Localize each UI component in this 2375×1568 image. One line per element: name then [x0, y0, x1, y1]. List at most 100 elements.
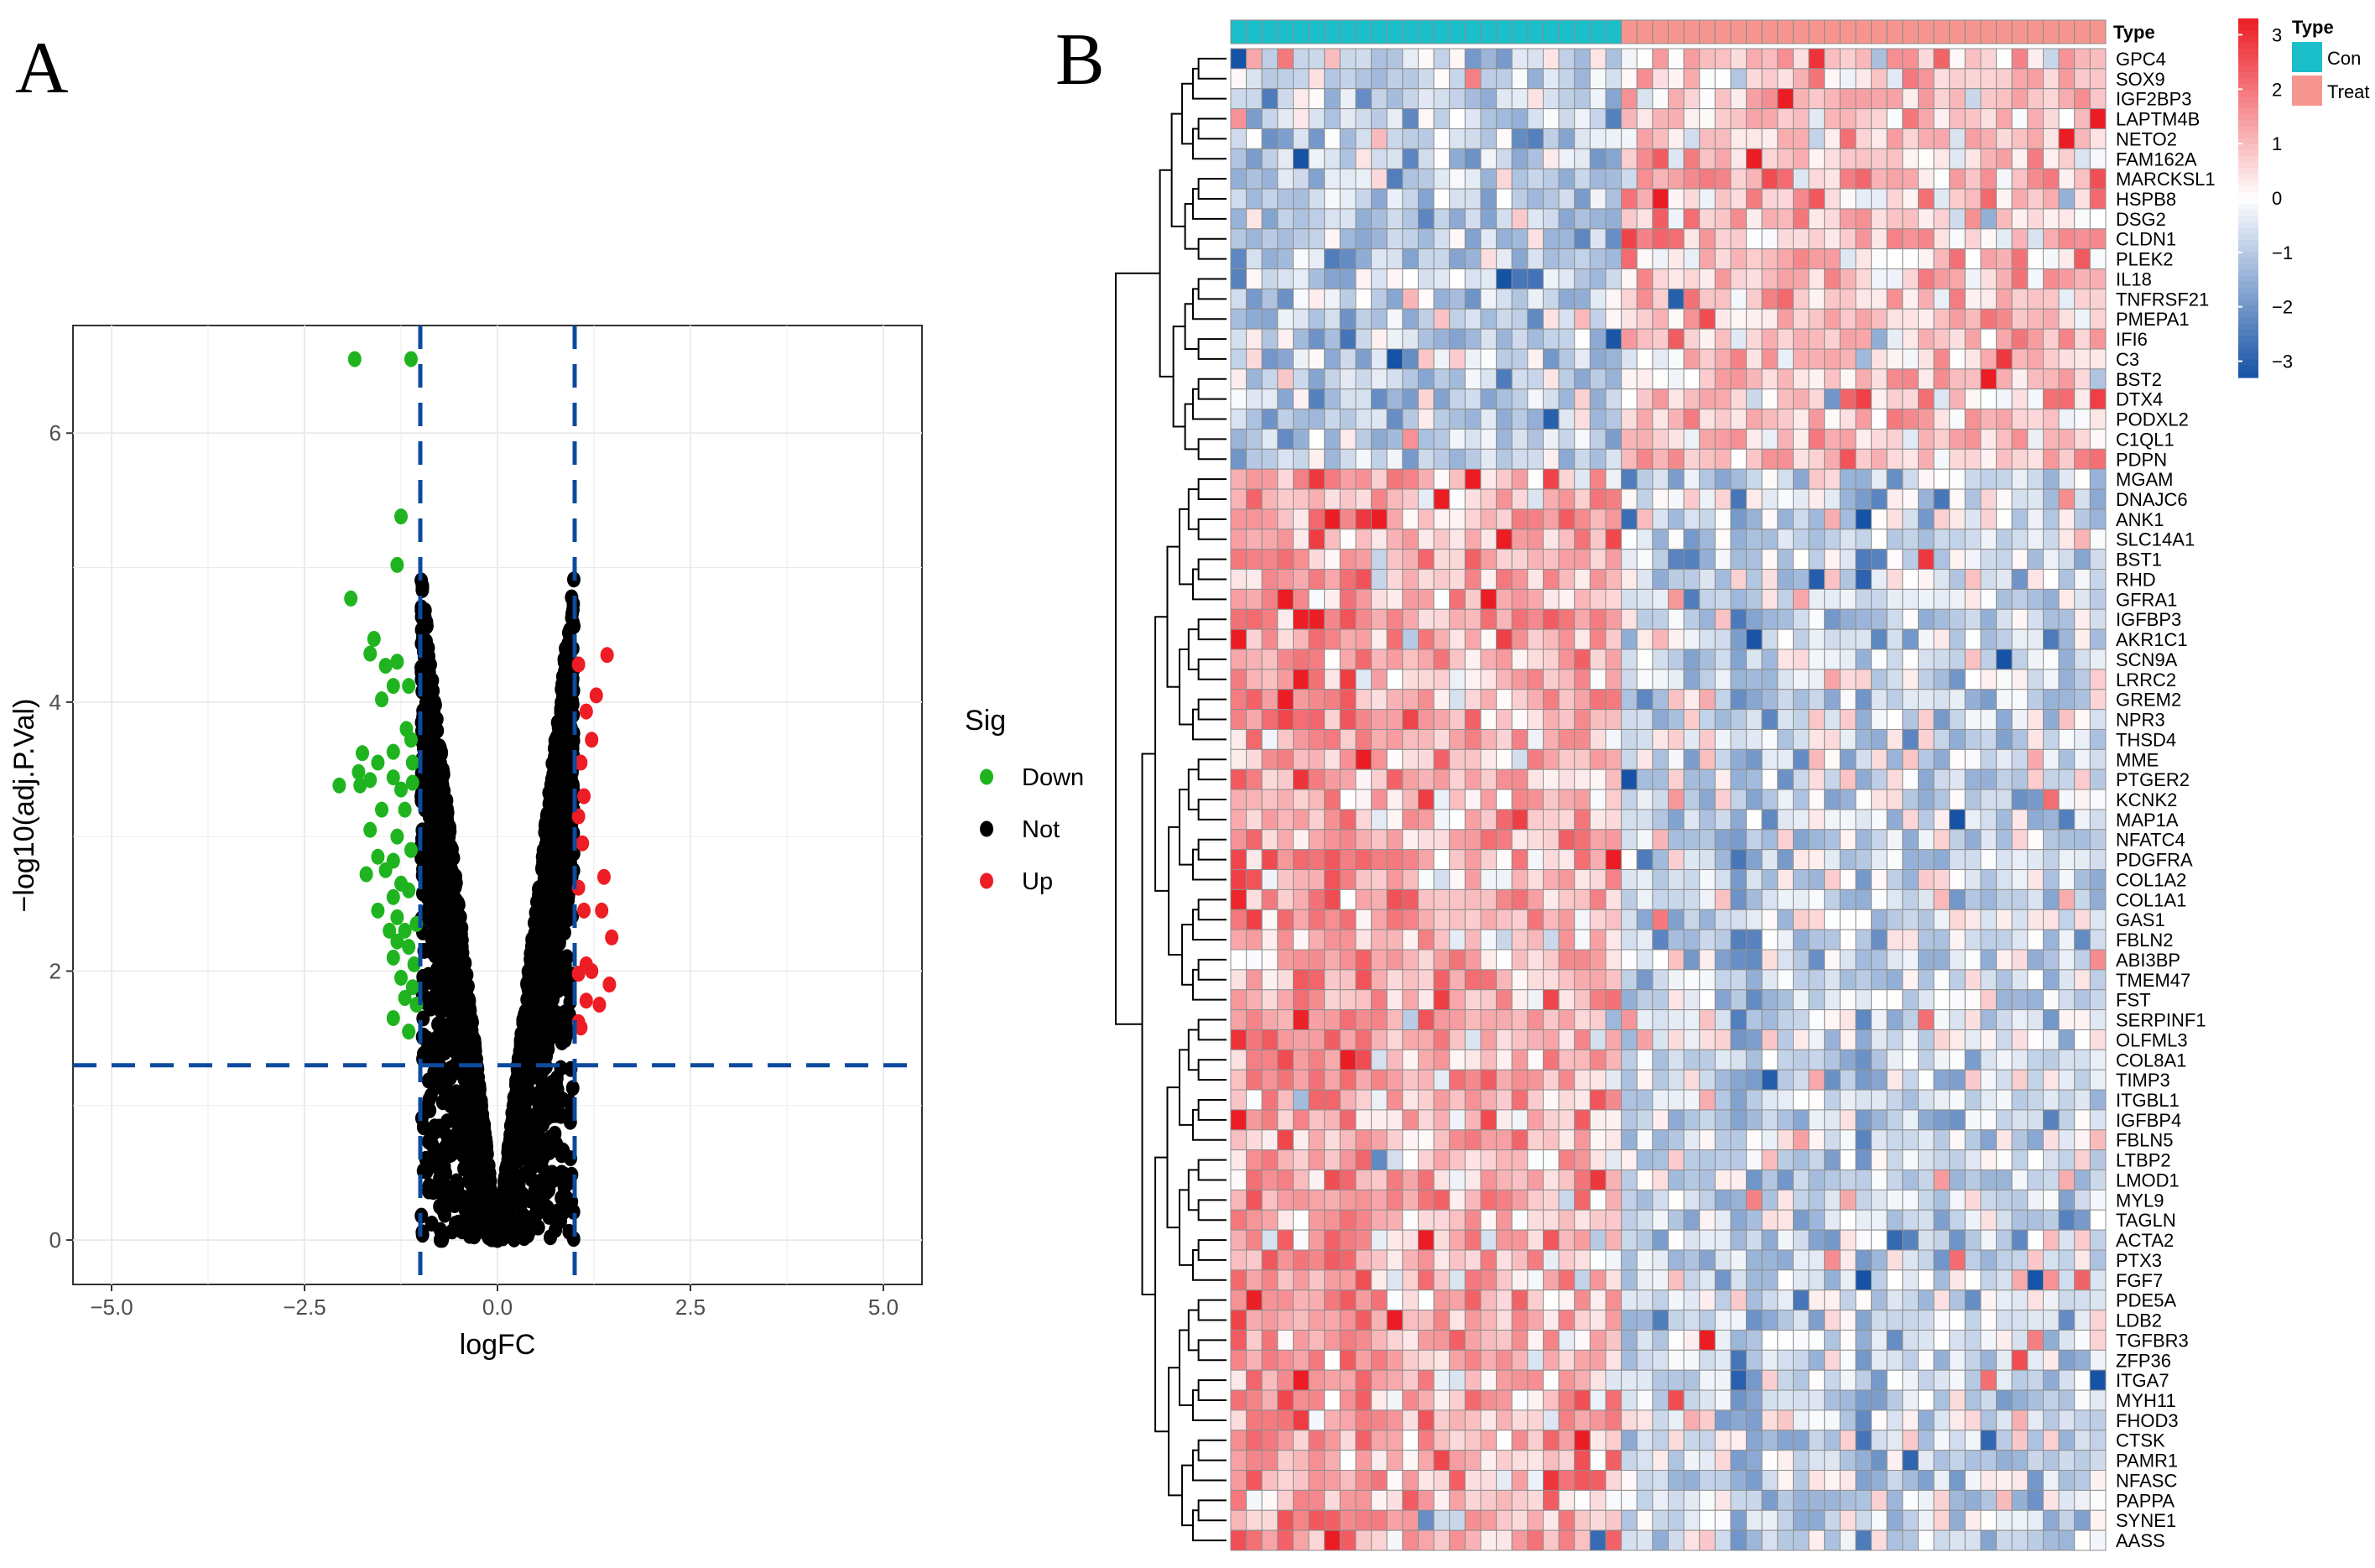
heatmap-cell: [1621, 529, 1638, 550]
heatmap-cell: [1714, 168, 1732, 190]
heatmap-cell: [2043, 588, 2060, 610]
heatmap-cell: [1933, 748, 1951, 770]
point-not: [422, 847, 436, 864]
heatmap-cell: [2058, 148, 2076, 169]
heatmap-cell: [1371, 168, 1388, 190]
heatmap-cell: [1355, 68, 1372, 90]
heatmap-cell: [1339, 549, 1357, 570]
heatmap-cell: [1824, 628, 1841, 650]
heatmap-cell: [2027, 288, 2044, 310]
heatmap-cell: [1558, 368, 1576, 390]
heatmap-cell: [1308, 188, 1326, 210]
point-not: [455, 1223, 469, 1240]
heatmap-cell: [1996, 669, 2013, 690]
heatmap-cell: [1386, 549, 1404, 570]
heatmap-cell: [1464, 328, 1482, 350]
dendrogram-branch: [1187, 768, 1199, 810]
heatmap-cell: [1449, 628, 1466, 650]
heatmap-cell: [1980, 549, 1997, 570]
heatmap-cell: [1668, 88, 1685, 110]
point-not: [555, 669, 570, 685]
heatmap-cell: [1933, 669, 1951, 690]
heatmap-cell: [1464, 228, 1482, 250]
heatmap-cell: [1933, 148, 1951, 169]
heatmap-cell: [1730, 709, 1747, 730]
heatmap-cell: [1761, 588, 1779, 610]
heatmap-cell: [1855, 328, 1872, 350]
heatmap-cell: [1683, 669, 1701, 690]
heatmap-cell: [1902, 368, 1919, 390]
heatmap-cell: [2074, 88, 2091, 110]
heatmap-cell: [1230, 88, 1247, 110]
heatmap-cell: [1339, 709, 1357, 730]
heatmap-cell: [1871, 628, 1888, 650]
heatmap-cell: [1277, 228, 1294, 250]
heatmap-cell: [1793, 248, 1810, 270]
heatmap-cell: [1527, 569, 1544, 590]
heatmap-cell: [1574, 728, 1591, 750]
heatmap-cell: [2089, 228, 2107, 250]
heatmap-cell: [1324, 68, 1341, 90]
heatmap-cell: [1746, 368, 1763, 390]
point-not: [528, 1107, 542, 1124]
heatmap-cell: [1902, 649, 1919, 670]
heatmap-cell: [1902, 388, 1919, 410]
heatmap-cell: [1855, 748, 1872, 770]
heatmap-cell: [1324, 268, 1341, 289]
heatmap-cell: [1730, 669, 1747, 690]
heatmap-cell: [1261, 188, 1279, 210]
heatmap-cell: [1464, 188, 1482, 210]
heatmap-cell: [1683, 168, 1701, 190]
heatmap-cell: [1793, 669, 1810, 690]
heatmap-cell: [1418, 188, 1435, 210]
heatmap-cell: [1371, 308, 1388, 330]
heatmap-cell: [1339, 649, 1357, 670]
heatmap-cell: [1449, 709, 1466, 730]
heatmap-cell: [2089, 88, 2107, 110]
heatmap-cell: [1996, 188, 2013, 210]
heatmap-cell: [1793, 409, 1810, 430]
heatmap-cell: [1652, 468, 1669, 490]
heatmap-cell: [2074, 689, 2091, 711]
heatmap-cell: [1324, 508, 1341, 530]
heatmap-cell: [1605, 108, 1622, 129]
heatmap-cell: [1496, 409, 1513, 430]
heatmap-cell: [1574, 569, 1591, 590]
heatmap-cell: [1839, 328, 1857, 350]
point-down: [386, 949, 400, 966]
heatmap-cell: [1339, 409, 1357, 430]
heatmap-cell: [1902, 308, 1919, 330]
heatmap-cell: [1777, 148, 1794, 169]
heatmap-cell: [1793, 789, 1810, 810]
heatmap-cell: [2043, 669, 2060, 690]
heatmap-cell: [1511, 569, 1529, 590]
heatmap-cell: [1980, 188, 1997, 210]
heatmap-cell: [1371, 789, 1388, 810]
heatmap-cell: [1902, 529, 1919, 550]
heatmap-cell: [1980, 529, 1997, 550]
heatmap-cell: [1355, 188, 1372, 210]
heatmap-cell: [1558, 508, 1576, 530]
heatmap-cell: [1433, 428, 1451, 450]
heatmap-cell: [1496, 88, 1513, 110]
heatmap-cell: [2074, 488, 2091, 510]
heatmap-cell: [1855, 168, 1872, 190]
point-not: [548, 1125, 562, 1142]
heatmap-cell: [1480, 208, 1497, 230]
heatmap-cell: [1261, 529, 1279, 550]
heatmap-cell: [1918, 268, 1935, 289]
heatmap-cell: [1277, 288, 1294, 310]
heatmap-cell: [1777, 368, 1794, 390]
heatmap-cell: [1902, 88, 1919, 110]
heatmap-cell: [1480, 608, 1497, 630]
heatmap-cell: [1808, 208, 1826, 230]
dendrogram-branch: [1197, 1159, 1227, 1181]
point-not: [549, 867, 564, 884]
heatmap-cell: [2074, 789, 2091, 810]
heatmap-cell: [1230, 709, 1247, 730]
heatmap-cell: [1324, 248, 1341, 270]
heatmap-cell: [1808, 748, 1826, 770]
heatmap-cell: [1871, 529, 1888, 550]
heatmap-cell: [1996, 208, 2013, 230]
heatmap-cell: [2058, 328, 2076, 350]
